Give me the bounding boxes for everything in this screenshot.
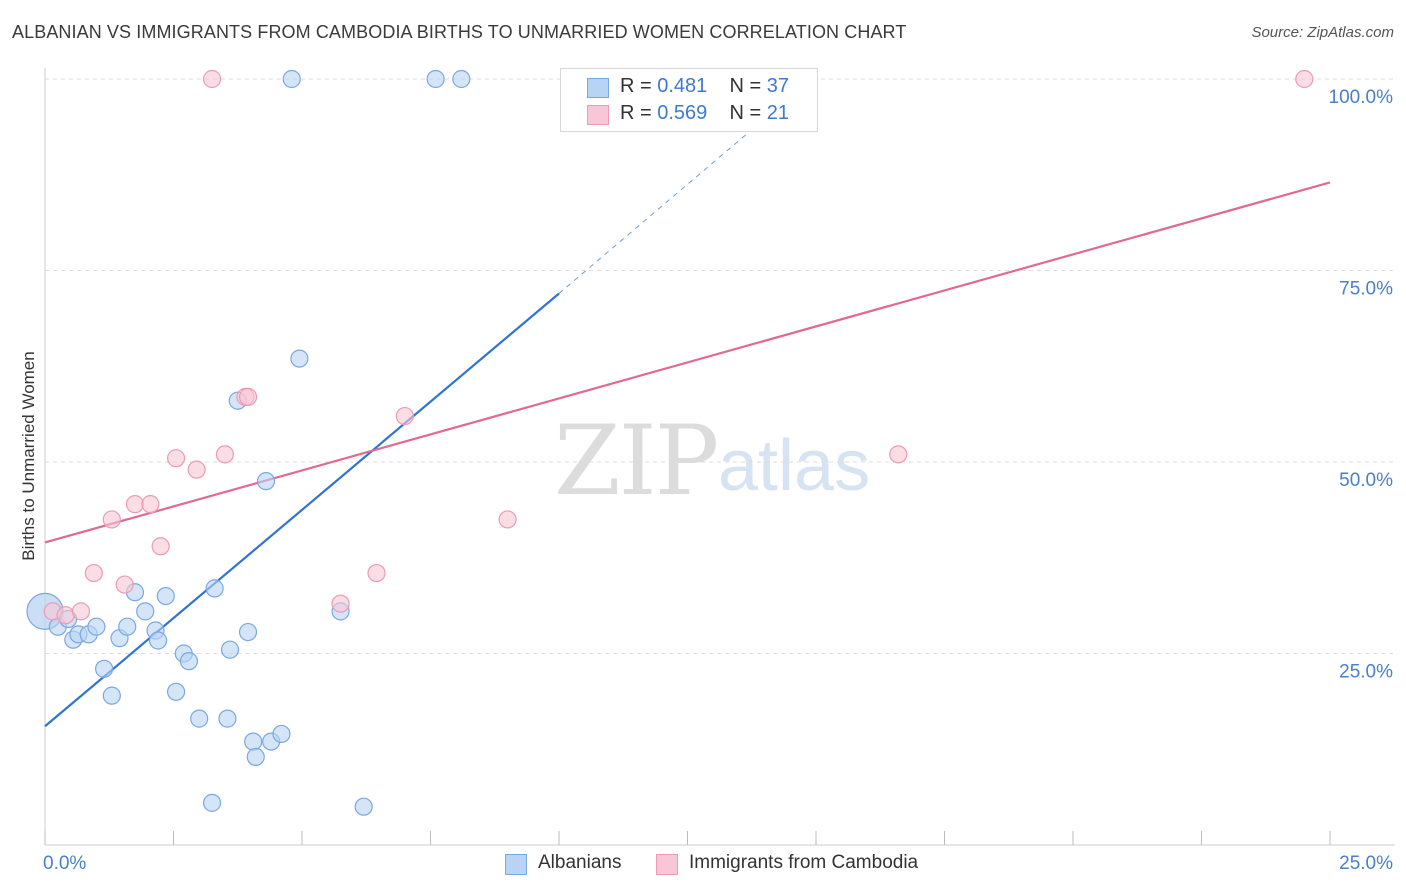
legend-swatch-albanians	[587, 78, 609, 98]
data-point-cambodia	[115, 575, 134, 594]
legend-n-value: 37	[766, 75, 790, 97]
data-point-cambodia	[1295, 69, 1314, 89]
data-point-albanians	[118, 617, 137, 636]
data-point-albanians	[272, 724, 291, 744]
data-point-albanians	[290, 349, 309, 368]
legend-n-label: N =	[729, 75, 762, 97]
chart-title: ALBANIAN VS IMMIGRANTS FROM CAMBODIA BIR…	[12, 22, 907, 42]
data-point-albanians	[452, 69, 471, 89]
data-point-cambodia	[141, 495, 160, 514]
data-point-cambodia	[367, 563, 386, 583]
source-label: Source: ZipAtlas.com	[1251, 24, 1394, 41]
data-point-cambodia	[215, 445, 234, 464]
legend-r-label: R =	[620, 75, 652, 97]
watermark-atlas: atlas	[718, 426, 871, 506]
bottom-legend-swatch-albanians	[505, 854, 527, 875]
data-point-cambodia	[125, 495, 145, 514]
y-tick-label: 50.0%	[1339, 470, 1393, 491]
x-tick-label: 0.0%	[43, 853, 86, 874]
data-point-albanians	[179, 652, 199, 671]
bottom-legend-label-cambodia: Immigrants from Cambodia	[689, 852, 919, 873]
y-tick-label: 100.0%	[1329, 87, 1394, 108]
legend-r-value: 0.481	[657, 75, 708, 97]
data-point-albanians	[205, 579, 224, 598]
legend-r-value: 0.569	[657, 102, 708, 124]
data-point-albanians	[156, 586, 175, 606]
trendline-cambodia	[44, 181, 1331, 544]
data-points	[26, 69, 1314, 816]
data-point-albanians	[148, 631, 168, 650]
y-axis-label: Births to Unmarried Women	[19, 351, 38, 560]
data-point-albanians	[190, 709, 209, 728]
data-point-cambodia	[395, 406, 414, 426]
legend: R = 0.481 N = 37 R = 0.569 N = 21	[560, 68, 818, 132]
data-point-cambodia	[56, 606, 75, 625]
bottom-legend-label-albanians: Albanians	[538, 852, 622, 873]
y-tick-label: 75.0%	[1339, 279, 1393, 300]
legend-swatch-cambodia	[587, 105, 609, 125]
data-point-albanians	[244, 732, 263, 751]
y-tick-label: 25.0%	[1339, 662, 1393, 683]
data-point-cambodia	[151, 537, 170, 556]
data-point-cambodia	[331, 594, 350, 613]
data-point-albanians	[166, 682, 186, 701]
data-point-cambodia	[102, 510, 121, 529]
data-point-cambodia	[498, 510, 517, 529]
grid-lines	[45, 78, 1395, 654]
data-point-cambodia	[166, 449, 186, 468]
data-point-albanians	[102, 686, 121, 705]
axes	[44, 68, 1395, 846]
trendline-albanians	[44, 292, 560, 728]
data-point-albanians	[282, 69, 301, 89]
data-point-albanians	[220, 640, 240, 659]
data-point-albanians	[426, 69, 445, 89]
data-point-albanians	[246, 747, 265, 767]
legend-n-label: N =	[729, 102, 762, 124]
data-point-albanians	[95, 659, 114, 678]
data-point-cambodia	[889, 445, 908, 464]
data-point-albanians	[354, 797, 373, 816]
data-point-cambodia	[187, 460, 206, 479]
data-point-albanians	[136, 602, 155, 621]
data-point-cambodia	[202, 69, 222, 89]
data-point-cambodia	[84, 563, 103, 583]
bottom-legend-swatch-cambodia	[656, 854, 678, 875]
data-point-albanians	[256, 472, 276, 491]
legend-n-value: 21	[766, 102, 790, 124]
data-point-albanians	[238, 622, 258, 642]
data-point-albanians	[87, 617, 106, 636]
legend-r-label: R =	[620, 102, 652, 124]
tick-labels: 25.0% 50.0% 75.0% 100.0% 0.0% 25.0%	[43, 87, 1393, 874]
x-tick-label: 25.0%	[1339, 853, 1393, 874]
data-point-cambodia	[238, 387, 258, 406]
watermark-zip: ZIP	[554, 405, 719, 517]
data-point-cambodia	[71, 602, 91, 621]
data-point-albanians	[218, 709, 237, 728]
data-point-albanians	[202, 793, 222, 812]
